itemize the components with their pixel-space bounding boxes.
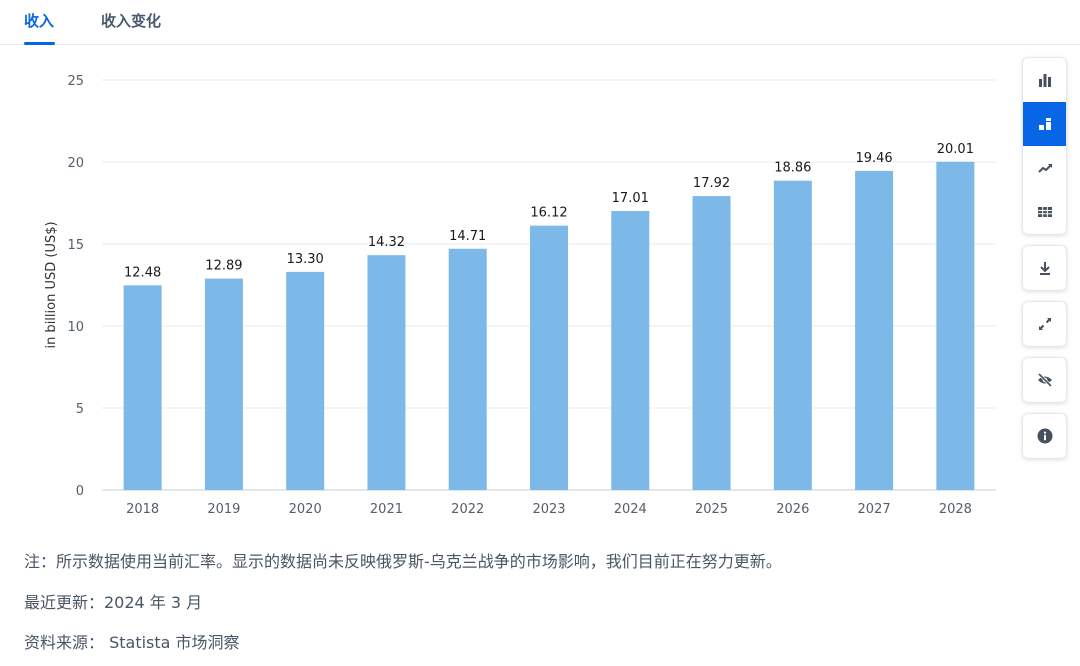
x-tick-label: 2028 — [939, 502, 972, 517]
bar — [286, 271, 325, 490]
exchange-rate-note: 注：所示数据使用当前汇率。显示的数据尚未反映俄罗斯-乌克兰战争的市场影响，我们目… — [24, 552, 782, 571]
x-tick-label: 2027 — [858, 502, 891, 517]
data-label: 14.71 — [449, 229, 486, 244]
x-tick-label: 2024 — [614, 502, 647, 517]
bar — [123, 285, 162, 490]
trend-line-button[interactable] — [1023, 146, 1066, 190]
table-view-button[interactable] — [1023, 190, 1066, 234]
info-button[interactable] — [1023, 414, 1066, 458]
bar — [855, 170, 894, 490]
tab-revenue-change[interactable]: 收入变化 — [101, 12, 162, 30]
hide-icon — [1037, 372, 1052, 388]
hide-toolbar — [1022, 357, 1067, 403]
bar — [936, 161, 975, 490]
bar — [367, 255, 406, 490]
stacked-chart-icon — [1038, 118, 1051, 130]
x-tick-label: 2021 — [370, 502, 403, 517]
data-label: 14.32 — [368, 235, 405, 250]
bar — [692, 196, 731, 490]
expand-button[interactable] — [1023, 302, 1066, 346]
x-tick-label: 2018 — [126, 502, 159, 517]
data-source: 资料来源： Statista 市场洞察 — [24, 633, 240, 652]
bar — [611, 211, 650, 490]
info-icon — [1037, 428, 1052, 444]
data-label: 20.01 — [937, 142, 974, 157]
bar-chart: 051015202512.48201812.89201913.30202014.… — [44, 74, 996, 517]
data-label: 16.12 — [530, 206, 567, 221]
data-label: 12.48 — [124, 265, 161, 280]
info-toolbar — [1022, 413, 1067, 459]
data-label: 17.92 — [693, 176, 730, 191]
data-label: 19.46 — [855, 151, 892, 166]
data-label: 17.01 — [612, 191, 649, 206]
x-tick-label: 2019 — [207, 502, 240, 517]
x-tick-label: 2020 — [289, 502, 322, 517]
x-tick-label: 2023 — [532, 502, 565, 517]
data-label: 13.30 — [287, 252, 324, 267]
download-toolbar — [1022, 245, 1067, 291]
y-tick-label: 0 — [76, 484, 84, 499]
y-tick-label: 20 — [67, 156, 84, 171]
bar — [448, 248, 487, 490]
tab-revenue[interactable]: 收入 — [24, 12, 55, 30]
hide-button[interactable] — [1023, 358, 1066, 402]
x-tick-label: 2026 — [776, 502, 809, 517]
table-icon — [1037, 207, 1052, 217]
bar — [773, 180, 812, 491]
x-tick-label: 2025 — [695, 502, 728, 517]
data-label: 18.86 — [774, 161, 811, 176]
bar-chart-button[interactable] — [1023, 58, 1066, 102]
bar-chart-icon — [1038, 74, 1051, 87]
y-tick-label: 10 — [67, 320, 84, 335]
y-axis-label: in billion USD (US$) — [44, 221, 59, 348]
x-tick-label: 2022 — [451, 502, 484, 517]
last-updated: 最近更新：2024 年 3 月 — [24, 593, 203, 612]
stacked-chart-button[interactable] — [1023, 102, 1066, 146]
bar — [530, 225, 568, 490]
trend-line-icon — [1037, 164, 1052, 173]
y-tick-label: 25 — [67, 74, 84, 89]
y-tick-label: 5 — [76, 402, 84, 417]
data-label: 12.89 — [205, 259, 242, 274]
bar — [204, 278, 243, 490]
active-tab-underline — [24, 42, 55, 45]
chart-type-toolbar — [1022, 57, 1067, 235]
tab-bar: 收入 收入变化 — [0, 0, 1080, 45]
expand-icon — [1038, 318, 1051, 330]
expand-toolbar — [1022, 301, 1067, 347]
download-button[interactable] — [1023, 246, 1066, 290]
download-icon — [1039, 262, 1050, 275]
y-tick-label: 15 — [67, 238, 84, 253]
